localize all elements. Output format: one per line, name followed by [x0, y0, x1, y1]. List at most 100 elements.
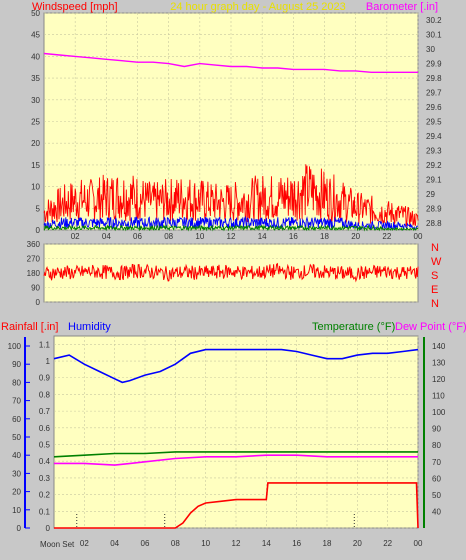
moon-set-label: Moon Set [40, 540, 75, 549]
hour-tick-label: 20 [351, 232, 360, 241]
hour-tick-label: 04 [102, 232, 111, 241]
hour-tick-label: 18 [320, 232, 329, 241]
barometer-y-tick-label: 30.2 [426, 16, 442, 25]
hour-tick-label: 00 [414, 539, 423, 548]
compass-letter: N [431, 242, 439, 254]
barometer-y-tick-label: 29.9 [426, 60, 442, 69]
rainfall-y-tick-label: 0.7 [39, 407, 51, 416]
hour-tick-label: 08 [164, 232, 173, 241]
humidity-y-tick-label: 30 [12, 469, 21, 478]
hour-tick-label: 20 [353, 539, 362, 548]
direction-y-tick-label: 270 [27, 255, 41, 264]
humidity-y-tick-label: 70 [12, 397, 21, 406]
compass-letter: S [431, 270, 438, 282]
series-lines [43, 52, 419, 529]
wind-y-tick-label: 40 [31, 52, 40, 61]
rainfall-line [54, 482, 419, 529]
rainfall-y-tick-label: 0.5 [39, 441, 51, 450]
barometer-y-tick-label: 29.2 [426, 161, 442, 170]
compass-letter: W [431, 256, 442, 268]
hour-tick-label: 02 [71, 232, 80, 241]
wind-y-tick-label: 10 [31, 183, 40, 192]
direction-y-tick-label: 360 [27, 240, 41, 249]
rainfall-y-tick-label: 0.9 [39, 374, 51, 383]
compass-letter: E [431, 284, 438, 296]
humidity-y-tick-label: 20 [12, 488, 21, 497]
wind-direction-line [43, 262, 419, 283]
humidity-y-tick-label: 0 [17, 524, 22, 533]
humidity-y-tick-label: 50 [12, 433, 21, 442]
wind-y-tick-label: 0 [36, 226, 41, 235]
hour-tick-label: 14 [258, 232, 267, 241]
temperature-y-tick-label: 100 [432, 408, 446, 417]
hour-tick-label: 04 [110, 539, 119, 548]
barometer-y-tick-label: 30 [426, 45, 435, 54]
wind-gust-line [43, 164, 419, 227]
humidity-y-tick-label: 60 [12, 415, 21, 424]
barometer-y-tick-label: 28.9 [426, 204, 442, 213]
humidity-y-tick-label: 100 [8, 342, 22, 351]
axis-ticks: 0510152025303540455028.828.92929.129.229… [8, 9, 446, 548]
temperature-y-tick-label: 40 [432, 507, 441, 516]
hour-tick-label: 22 [383, 539, 392, 548]
barometer-axis-label: Barometer [.in] [366, 1, 438, 13]
hour-tick-label: 10 [201, 539, 210, 548]
hour-tick-label: 08 [171, 539, 180, 548]
barometer-y-tick-label: 29 [426, 190, 435, 199]
hour-tick-label: 00 [414, 232, 423, 241]
temperature-y-tick-label: 60 [432, 474, 441, 483]
barometer-line [43, 52, 418, 73]
direction-y-tick-label: 180 [27, 269, 41, 278]
rainfall-y-tick-label: 0.4 [39, 457, 51, 466]
barometer-y-tick-label: 30.1 [426, 31, 442, 40]
hour-tick-label: 10 [195, 232, 204, 241]
hour-tick-label: 02 [80, 539, 89, 548]
temperature-y-tick-label: 130 [432, 358, 446, 367]
rainfall-y-tick-label: 1.1 [39, 340, 51, 349]
wind-y-tick-label: 20 [31, 139, 40, 148]
wind-y-tick-label: 15 [31, 161, 40, 170]
wind-y-tick-label: 45 [31, 31, 40, 40]
temperature-axis-label: Temperature (°F) [312, 321, 395, 333]
hour-tick-label: 12 [232, 539, 241, 548]
barometer-y-tick-label: 29.4 [426, 132, 442, 141]
direction-y-tick-label: 90 [31, 284, 40, 293]
rainfall-y-tick-label: 0.2 [39, 491, 51, 500]
wind-y-tick-label: 25 [31, 118, 40, 127]
rainfall-axis-label: Rainfall [.in] [1, 321, 58, 333]
rainfall-y-tick-label: 0.8 [39, 390, 51, 399]
barometer-y-tick-label: 29.5 [426, 118, 442, 127]
hour-tick-label: 06 [141, 539, 150, 548]
temperature-y-tick-label: 90 [432, 425, 441, 434]
humidity-y-tick-label: 10 [12, 506, 21, 515]
temperature-line [53, 451, 418, 458]
barometer-y-tick-label: 28.8 [426, 219, 442, 228]
temperature-y-tick-label: 80 [432, 441, 441, 450]
wind-y-tick-label: 35 [31, 74, 40, 83]
humidity-y-tick-label: 40 [12, 451, 21, 460]
temperature-y-tick-label: 50 [432, 491, 441, 500]
hour-tick-label: 16 [289, 232, 298, 241]
direction-y-tick-label: 0 [36, 298, 41, 307]
wind-y-tick-label: 5 [36, 204, 41, 213]
dewpoint-line [54, 454, 418, 466]
barometer-y-tick-label: 29.6 [426, 103, 442, 112]
rainfall-y-tick-label: 0.1 [39, 507, 51, 516]
humidity-line [53, 348, 419, 384]
rainfall-y-tick-label: 0.3 [39, 474, 51, 483]
hour-tick-label: 22 [382, 232, 391, 241]
rainfall-y-tick-label: 0 [46, 524, 51, 533]
hour-tick-label: 12 [227, 232, 236, 241]
wind-y-tick-label: 30 [31, 96, 40, 105]
barometer-y-tick-label: 29.7 [426, 89, 442, 98]
compass-letter: N [431, 298, 439, 310]
temperature-y-tick-label: 110 [432, 392, 445, 401]
hour-tick-label: 18 [323, 539, 332, 548]
temperature-y-tick-label: 120 [432, 375, 446, 384]
barometer-y-tick-label: 29.8 [426, 74, 442, 83]
humidity-y-tick-label: 80 [12, 378, 21, 387]
hour-tick-label: 06 [133, 232, 142, 241]
hour-tick-label: 16 [292, 539, 301, 548]
